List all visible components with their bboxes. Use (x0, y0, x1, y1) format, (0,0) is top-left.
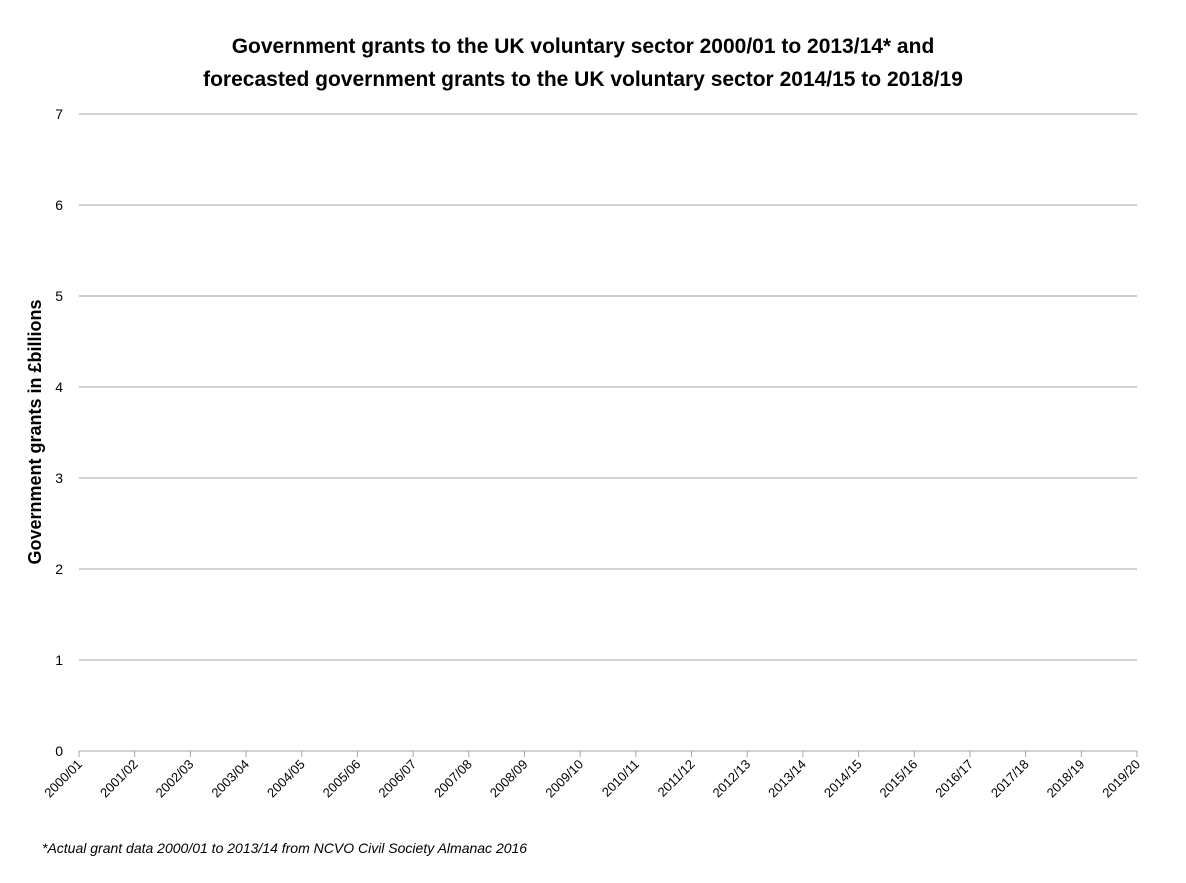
x-tick-label: 2012/13 (709, 757, 753, 801)
x-tick-label: 2003/04 (208, 757, 252, 801)
y-axis-label: Government grants in £billions (25, 299, 45, 564)
x-tick-label: 2001/02 (97, 757, 141, 801)
x-tick-label: 2010/11 (599, 757, 642, 800)
x-tick-label: 2007/08 (431, 757, 475, 801)
x-tick-label: 2002/03 (153, 757, 197, 801)
x-tick-label: 2011/12 (654, 757, 697, 800)
x-tick-label: 2004/05 (264, 757, 308, 801)
x-axis-ticks: 2000/01 2001/02 2002/03 2003/04 2004/05 2005/… (41, 757, 1143, 801)
x-tick-label: 2019/20 (1099, 757, 1143, 801)
y-tick-label: 2 (55, 561, 63, 577)
y-tick-label: 3 (55, 470, 63, 486)
y-axis-ticks: 0 1 2 3 4 5 6 7 (55, 106, 63, 759)
x-tick-label: 2013/14 (765, 757, 809, 801)
footnote: *Actual grant data 2000/01 to 2013/14 fr… (42, 840, 527, 856)
y-tick-label: 4 (55, 379, 63, 395)
x-tick-label: 2009/10 (542, 757, 586, 801)
y-tick-label: 6 (55, 197, 63, 213)
chart-title-line-2: forecasted government grants to the UK v… (203, 68, 963, 91)
x-tick-label: 2000/01 (41, 757, 85, 801)
y-tick-label: 7 (55, 106, 63, 122)
y-tick-label: 5 (55, 288, 63, 304)
x-tick-label: 2015/16 (877, 757, 921, 801)
x-tick-label: 2006/07 (375, 757, 419, 801)
x-tick-label: 2017/18 (988, 757, 1032, 801)
y-tick-label: 1 (55, 652, 63, 668)
x-tick-label: 2018/19 (1044, 757, 1088, 801)
x-axis (78, 750, 1138, 757)
x-tick-label: 2014/15 (821, 757, 865, 801)
x-tick-label: 2008/09 (487, 757, 531, 801)
x-tick-label: 2005/06 (320, 757, 364, 801)
gridlines (79, 113, 1137, 661)
chart-title-line-1: Government grants to the UK voluntary se… (232, 35, 935, 58)
y-tick-label: 0 (55, 743, 63, 759)
x-tick-label: 2016/17 (932, 757, 976, 801)
